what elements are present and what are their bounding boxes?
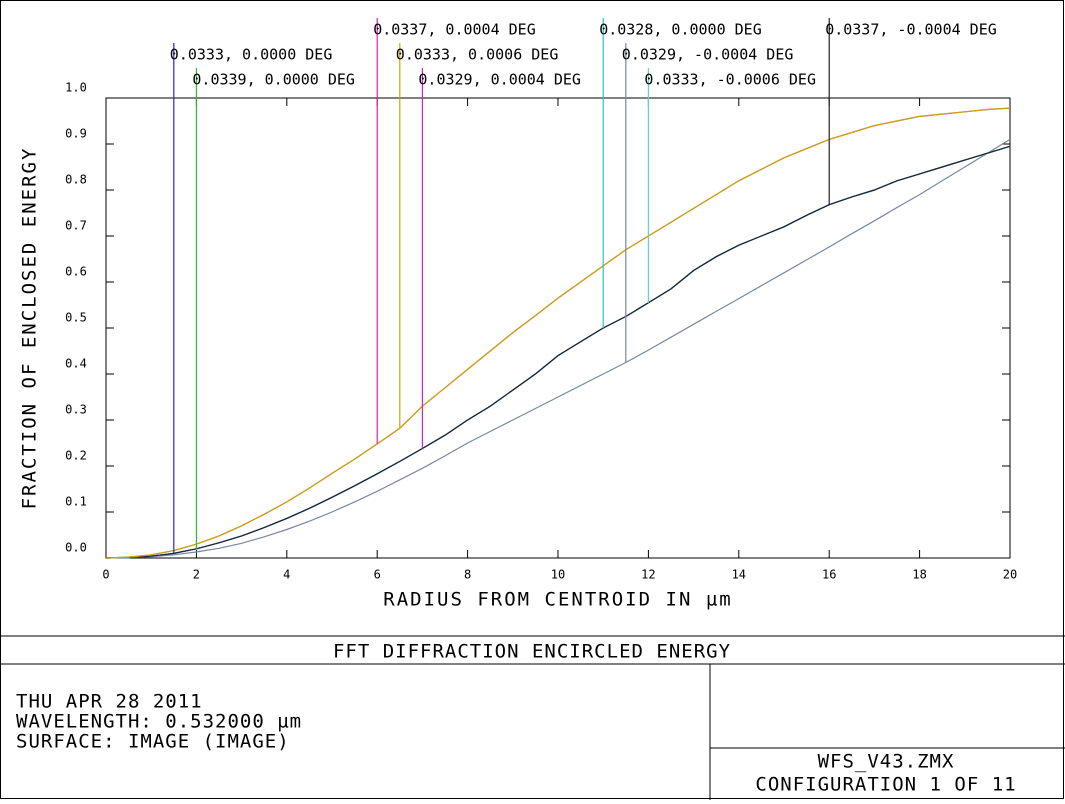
y-tick-label: 0.2 (65, 449, 87, 463)
file-name: WFS_V43.ZMX (818, 751, 955, 773)
y-tick-label: 0.6 (65, 265, 87, 279)
x-tick-label: 2 (193, 568, 200, 582)
info-line: SURFACE: IMAGE (IMAGE) (16, 731, 290, 753)
x-tick-label: 16 (822, 568, 836, 582)
series-line (105, 145, 1011, 559)
x-tick-label: 8 (464, 568, 471, 582)
y-tick-label: 0.9 (65, 127, 87, 141)
configuration: CONFIGURATION 1 OF 11 (755, 774, 1016, 796)
y-tick-label: 0.8 (65, 173, 87, 187)
y-tick-label: 0.5 (65, 311, 87, 325)
y-tick-label: 0.3 (65, 403, 87, 417)
plot-frame (105, 97, 1011, 559)
legend-label: 0.0333, -0.0006 DEG (644, 71, 816, 89)
y-tick-label: 0.4 (65, 357, 87, 371)
legend-label: 0.0329, 0.0004 DEG (418, 71, 581, 89)
x-tick-label: 4 (283, 568, 290, 582)
series-line (105, 145, 1011, 559)
y-tick-label: 0.1 (65, 495, 87, 509)
x-axis-label: RADIUS FROM CENTROID IN µm (383, 589, 732, 611)
x-tick-label: 18 (912, 568, 926, 582)
legend-label: 0.0329, -0.0004 DEG (622, 46, 794, 64)
x-tick-label: 20 (1003, 568, 1017, 582)
legend-label: 0.0337, 0.0004 DEG (373, 21, 536, 39)
legend-label: 0.0339, 0.0000 DEG (192, 71, 355, 89)
y-tick-label: 1.0 (65, 81, 87, 95)
y-tick-label: 0.7 (65, 219, 87, 233)
x-tick-label: 0 (102, 568, 109, 582)
chart-title: FFT DIFFRACTION ENCIRCLED ENERGY (333, 641, 731, 663)
series-line (105, 138, 1011, 559)
series-line (105, 145, 1011, 559)
y-tick-label: 0.0 (65, 541, 87, 555)
series-line (105, 145, 1011, 559)
x-tick-label: 14 (732, 568, 746, 582)
series-line (105, 145, 1011, 559)
x-tick-label: 10 (551, 568, 565, 582)
x-tick-label: 12 (641, 568, 655, 582)
legend-label: 0.0337, -0.0004 DEG (825, 21, 997, 39)
legend-label: 0.0333, 0.0006 DEG (396, 46, 559, 64)
series-line (105, 107, 1011, 559)
legend-label: 0.0333, 0.0000 DEG (170, 46, 333, 64)
info-line: THU APR 28 2011 (16, 691, 203, 713)
x-tick-label: 6 (374, 568, 381, 582)
series-line (105, 107, 1011, 559)
info-line: WAVELENGTH: 0.532000 µm (16, 711, 302, 733)
y-axis-label: FRACTION OF ENCLOSED ENERGY (19, 147, 41, 510)
legend-label: 0.0328, 0.0000 DEG (599, 21, 762, 39)
series-line (105, 145, 1011, 559)
